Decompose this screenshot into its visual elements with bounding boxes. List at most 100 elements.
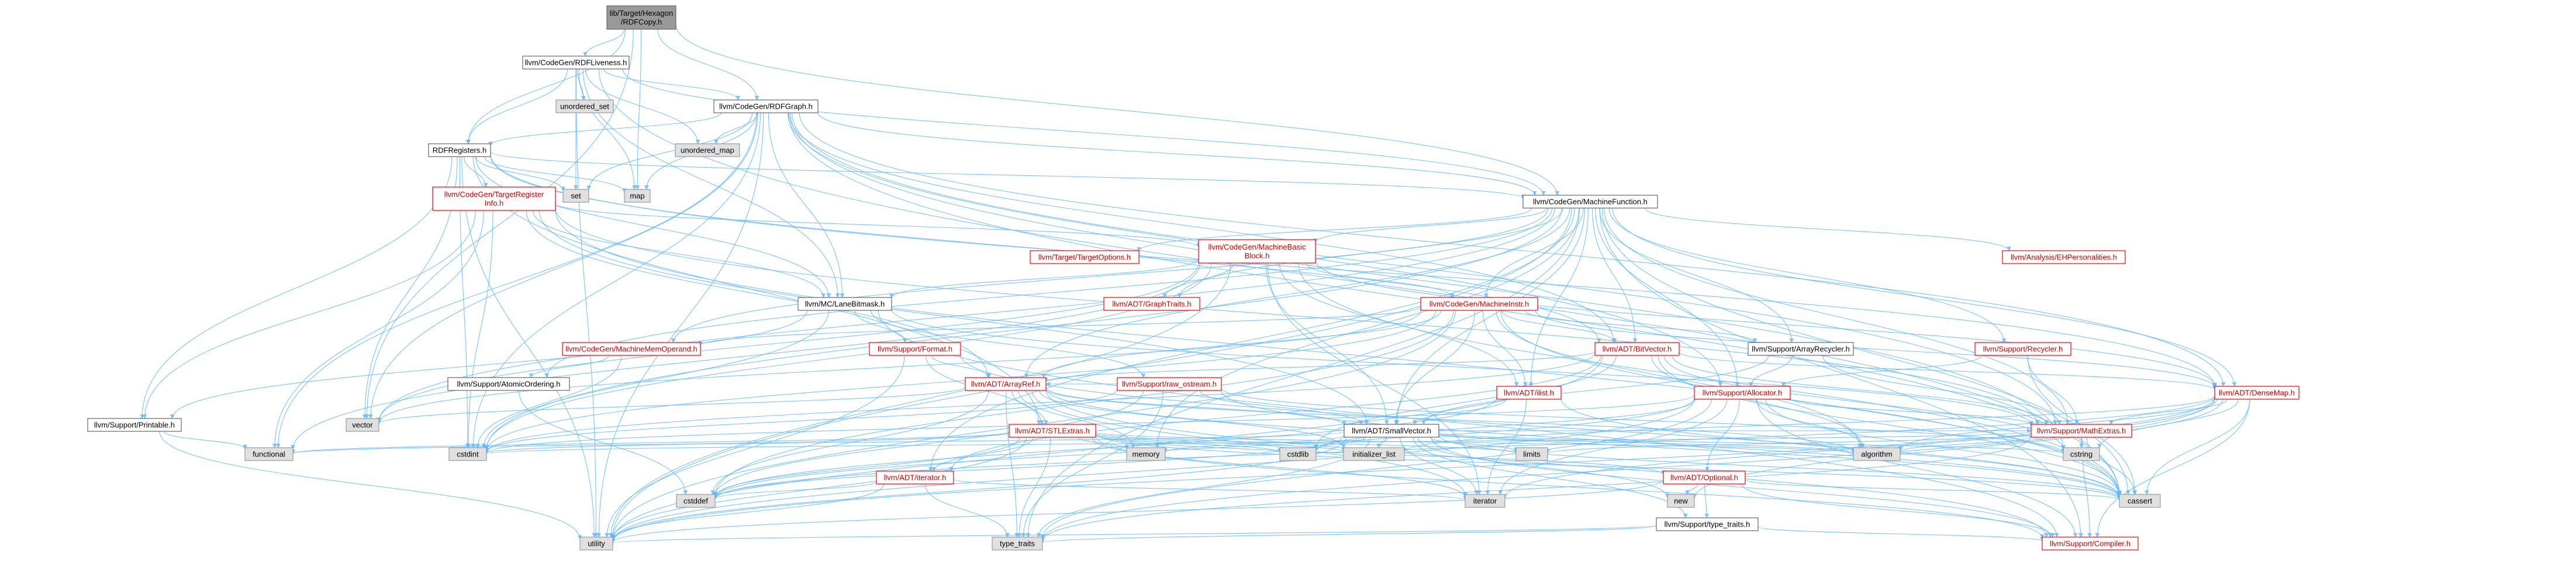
node-label-mf: llvm/CodeGen/MachineFunction.h — [1533, 198, 1648, 206]
node-cstring: cstring — [2063, 448, 2100, 461]
node-label-cstdlib: cstdlib — [1287, 450, 1309, 459]
node-smallvector[interactable]: llvm/ADT/SmallVector.h — [1344, 424, 1439, 437]
node-mathextras[interactable]: llvm/Support/MathExtras.h — [2031, 424, 2132, 437]
node-label-rawostream: llvm/Support/raw_ostream.h — [1122, 380, 1217, 389]
node-label-utility: utility — [588, 539, 605, 548]
node-rdfgraph[interactable]: llvm/CodeGen/RDFGraph.h — [714, 100, 818, 113]
node-iteratorh[interactable]: llvm/ADT/iterator.h — [876, 471, 954, 484]
edge-tri-to-functional — [275, 210, 484, 448]
edge-rdfgraph-to-rdfregisters — [491, 113, 721, 146]
node-cstdlib: cstdlib — [1280, 448, 1316, 461]
node-lanebitmask[interactable]: llvm/MC/LaneBitmask.h — [798, 297, 892, 310]
node-label-mbb: llvm/CodeGen/MachineBasic — [1208, 243, 1306, 251]
edge-mf-to-targetoptions — [1139, 208, 1532, 251]
edge-typetraitsh-to-compiler — [1758, 527, 2042, 541]
node-set: set — [563, 189, 589, 202]
node-label-arrayref: llvm/ADT/ArrayRef.h — [971, 380, 1040, 389]
node-optional[interactable]: llvm/ADT/Optional.h — [1663, 471, 1745, 484]
edge-rdfliveness-to-rdfgraph — [604, 69, 738, 100]
edge-machineinstr-to-mmo — [700, 307, 1421, 345]
edge-rdfgraph-to-cstdint — [473, 113, 760, 448]
node-label-rdfliveness: llvm/CodeGen/RDFLiveness.h — [525, 58, 627, 67]
node-rawostream[interactable]: llvm/Support/raw_ostream.h — [1117, 378, 1221, 390]
node-label-stlextras: llvm/ADT/STLExtras.h — [1015, 427, 1090, 435]
node-label-printable: llvm/Support/Printable.h — [94, 421, 175, 430]
node-rdfregisters[interactable]: RDFRegisters.h — [429, 144, 491, 157]
node-machineinstr[interactable]: llvm/CodeGen/MachineInstr.h — [1421, 297, 1538, 310]
node-label-mmo: llvm/CodeGen/MachineMemOperand.h — [565, 345, 697, 354]
edge-rdfregisters-to-printable — [142, 157, 452, 418]
node-label-cstddef: cstddef — [683, 497, 708, 506]
edge-lanebitmask-to-printable — [172, 310, 807, 418]
edge-optional-to-cassert — [1745, 480, 2119, 500]
node-label-recycler: llvm/Support/Recycler.h — [1983, 345, 2063, 354]
node-printable[interactable]: llvm/Support/Printable.h — [88, 418, 181, 431]
node-algorithm: algorithm — [1853, 448, 1900, 461]
node-label-initializer_list: initializer_list — [1352, 450, 1396, 459]
node-label-format: llvm/Support/Format.h — [878, 345, 952, 354]
edge-mf-to-cstdint — [486, 208, 1562, 450]
node-densemap[interactable]: llvm/ADT/DenseMap.h — [2215, 386, 2299, 399]
node-label-smallvector: llvm/ADT/SmallVector.h — [1352, 427, 1431, 435]
node-type_traits: type_traits — [992, 537, 1042, 550]
node-stlextras[interactable]: llvm/ADT/STLExtras.h — [1009, 424, 1096, 437]
node-label-algorithm: algorithm — [1861, 450, 1892, 459]
node-graphtraits[interactable]: llvm/ADT/GraphTraits.h — [1104, 297, 1200, 310]
edge-densemap-to-compiler — [2097, 399, 2250, 537]
node-rdfliveness[interactable]: llvm/CodeGen/RDFLiveness.h — [523, 56, 629, 69]
node-ilist[interactable]: llvm/ADT/ilist.h — [1497, 386, 1561, 399]
node-compiler[interactable]: llvm/Support/Compiler.h — [2042, 537, 2138, 550]
edge-printable-to-utility — [160, 431, 580, 539]
node-label-set: set — [571, 192, 581, 200]
node-label-cstdint: cstdint — [457, 450, 479, 459]
node-arrayrecycler[interactable]: llvm/Support/ArrayRecycler.h — [1748, 342, 1853, 355]
node-recycler[interactable]: llvm/Support/Recycler.h — [1975, 342, 2071, 355]
node-label-mbb: Block.h — [1245, 251, 1270, 260]
edge-stlextras-to-utility — [613, 437, 1027, 539]
edge-mf-to-mbb — [1315, 208, 1547, 243]
node-utility: utility — [580, 537, 613, 550]
edge-rdfliveness-to-rdfregisters — [468, 69, 568, 144]
edge-mf-to-mathextras — [1604, 208, 2068, 424]
node-label-targetoptions: llvm/Target/TargetOptions.h — [1038, 253, 1131, 262]
node-bitvector[interactable]: llvm/ADT/BitVector.h — [1595, 342, 1679, 355]
node-typetraitsh[interactable]: llvm/Support/type_traits.h — [1656, 518, 1758, 531]
node-atomicordering[interactable]: llvm/Support/AtomicOrdering.h — [448, 378, 569, 390]
node-label-ilist: llvm/ADT/ilist.h — [1504, 389, 1554, 397]
edge-printable-to-functional — [164, 431, 245, 449]
node-label-root: lib/Target/Hexagon — [610, 9, 673, 18]
node-arrayref[interactable]: llvm/ADT/ArrayRef.h — [965, 378, 1046, 390]
node-new: new — [1667, 494, 1694, 507]
node-memory: memory — [1127, 448, 1165, 461]
node-vector: vector — [346, 418, 379, 431]
node-format[interactable]: llvm/Support/Format.h — [869, 342, 961, 355]
node-mmo[interactable]: llvm/CodeGen/MachineMemOperand.h — [562, 342, 700, 355]
node-ehpers[interactable]: llvm/Analysis/EHPersonalities.h — [2002, 251, 2125, 264]
node-label-arrayrecycler: llvm/Support/ArrayRecycler.h — [1752, 345, 1850, 354]
node-label-new: new — [1674, 497, 1688, 506]
node-targetoptions[interactable]: llvm/Target/TargetOptions.h — [1030, 251, 1139, 264]
edge-mf-to-densemap — [1612, 208, 2234, 386]
node-label-unordered_set: unordered_set — [560, 102, 609, 111]
edge-rdfgraph-to-vector — [371, 113, 758, 418]
edge-rdfgraph-to-utility — [599, 113, 763, 537]
node-label-typetraitsh: llvm/Support/type_traits.h — [1665, 520, 1750, 529]
edge-mbb-to-lanebitmask — [892, 259, 1199, 298]
node-label-rdfregisters: RDFRegisters.h — [433, 146, 486, 155]
edge-mf-to-bitvector — [1592, 208, 1635, 342]
node-label-tri: Info.h — [485, 199, 504, 207]
edge-format-to-utility — [607, 355, 904, 537]
edge-rdfliveness-to-mf — [623, 69, 1543, 195]
edge-mf-to-ehpers — [1645, 208, 2009, 251]
node-root[interactable]: lib/Target/Hexagon/RDFCopy.h — [607, 6, 676, 29]
edge-mmo-to-atomicordering — [531, 355, 609, 378]
node-label-root: /RDFCopy.h — [621, 18, 662, 26]
node-mf[interactable]: llvm/CodeGen/MachineFunction.h — [1523, 195, 1658, 208]
node-label-map: map — [630, 192, 644, 200]
node-label-graphtraits: llvm/ADT/GraphTraits.h — [1112, 300, 1191, 309]
node-label-functional: functional — [253, 450, 285, 459]
edge-layer — [142, 24, 2250, 543]
node-allocator[interactable]: llvm/Support/Allocator.h — [1694, 386, 1790, 399]
